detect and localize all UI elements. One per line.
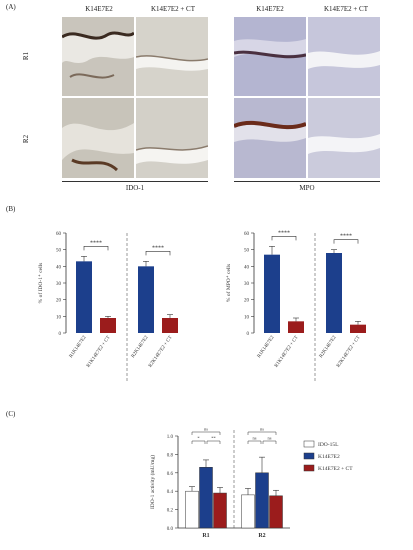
micrograph-mpo-k14e7e2-ct-r1 <box>308 17 380 96</box>
significance-bracket <box>206 440 221 444</box>
group-label-ido1: IDO-1 <box>125 184 145 192</box>
x-tick-label: R1K14E7E2 + CT <box>86 335 111 368</box>
significance-stars: **** <box>278 230 290 236</box>
significance-stars: **** <box>340 234 352 240</box>
x-tick-label: R1 <box>202 533 209 539</box>
col-label-1: K14E7E2 <box>85 5 113 13</box>
y-tick-label: 10 <box>244 315 250 320</box>
y-tick-label: 0.0 <box>167 527 174 532</box>
y-tick-label: 0.8 <box>167 453 174 458</box>
significance-stars: **** <box>152 245 164 251</box>
bar <box>255 472 269 529</box>
significance-bracket <box>333 239 359 244</box>
y-tick-label: 30 <box>56 282 62 287</box>
y-axis-label: IDO-1 activity (mU/mg) <box>149 455 156 509</box>
ido1-activity-chart: 0.0 0.2 0.4 0.6 0.8 1.0 IDO-1 activity (mU/mg)… <box>149 427 353 540</box>
group-label-mpo: MPO <box>299 184 315 192</box>
bar <box>288 321 304 333</box>
y-tick-label: 60 <box>244 232 250 237</box>
mpo-percent-chart: 0 10 20 30 40 50 60 % of MPO⁺ cells R1K14E7E2R1K… <box>225 230 366 383</box>
x-tick-label: R2 <box>258 533 265 539</box>
significance-bracket <box>247 440 262 444</box>
significance-label: * <box>197 436 200 441</box>
col-label-3: K14E7E2 <box>256 5 284 13</box>
significance-bracket <box>247 431 277 435</box>
x-tick-label: R2K14E7E2 + CT <box>148 335 173 368</box>
y-tick-label: 30 <box>244 282 250 287</box>
col-label-2: K14E7E2 + CT <box>151 5 195 13</box>
legend-swatch <box>303 440 315 448</box>
x-tick-label: R2K14E7E2 + CT <box>336 335 361 368</box>
x-tick-label: R2K14E7E2 <box>131 335 150 359</box>
bar <box>326 253 342 333</box>
legend-label: IDO-15L <box>318 442 339 448</box>
panel-a-letter: (A) <box>6 3 16 11</box>
x-tick-label: R2K14E7E2 <box>319 335 338 359</box>
y-tick-label: 1.0 <box>167 435 174 440</box>
panel-b-letter: (B) <box>6 205 16 213</box>
y-tick-label: 20 <box>244 299 250 304</box>
bar <box>269 495 283 529</box>
col-label-4: K14E7E2 + CT <box>324 5 368 13</box>
micrograph-mpo-k14e7e2-ct-r2 <box>308 98 380 178</box>
significance-stars: **** <box>90 240 102 246</box>
legend-swatch <box>303 452 315 460</box>
y-tick-label: 40 <box>56 265 62 270</box>
bar <box>199 467 213 529</box>
bar <box>76 261 92 333</box>
y-tick-label: 0 <box>247 332 250 337</box>
group-line-ido1 <box>62 181 208 182</box>
row-label-r2: R2 <box>22 134 31 144</box>
y-axis-label: % of IDO-1⁺ cells <box>37 263 44 304</box>
group-line-mpo <box>234 181 380 182</box>
y-tick-label: 0 <box>59 332 62 337</box>
micrograph-ido1-k14e7e2-ct-r1 <box>136 17 208 96</box>
y-tick-label: 10 <box>56 315 62 320</box>
y-tick-label: 20 <box>56 299 62 304</box>
y-tick-label: 0.2 <box>167 509 174 514</box>
micrograph-ido1-k14e7e2-ct-r2 <box>136 98 208 178</box>
bar <box>100 318 116 333</box>
significance-bracket <box>191 440 206 444</box>
significance-label: ns <box>252 436 256 441</box>
bar <box>138 266 154 333</box>
x-tick-label: R1K14E7E2 <box>69 335 88 359</box>
bar <box>350 324 366 333</box>
bar <box>264 254 280 333</box>
legend-label: K14E7E2 + CT <box>318 466 353 472</box>
significance-bracket <box>271 236 297 241</box>
panel-c-letter: (C) <box>6 410 16 418</box>
significance-label: ns <box>260 427 264 432</box>
legend-label: K14E7E2 <box>318 454 340 460</box>
y-tick-label: 0.4 <box>167 490 174 495</box>
x-tick-label: R1K14E7E2 <box>257 335 276 359</box>
y-tick-label: 0.6 <box>167 472 174 477</box>
micrograph-mpo-k14e7e2-r2 <box>234 98 306 178</box>
y-tick-label: 60 <box>56 232 62 237</box>
significance-bracket <box>83 246 109 251</box>
significance-bracket <box>145 251 171 256</box>
bar <box>213 492 227 529</box>
significance-bracket <box>262 440 277 444</box>
bar <box>162 318 178 333</box>
significance-bracket <box>191 431 221 435</box>
micrograph-mpo-k14e7e2-r1 <box>234 17 306 96</box>
y-axis-label: % of MPO⁺ cells <box>225 264 232 302</box>
y-tick-label: 40 <box>244 265 250 270</box>
bar <box>241 494 255 529</box>
bar <box>185 490 199 529</box>
significance-label: ns <box>267 436 271 441</box>
x-tick-label: R1K14E7E2 + CT <box>274 335 299 368</box>
legend-swatch <box>303 464 315 472</box>
y-tick-label: 50 <box>56 249 62 254</box>
significance-label: ns <box>204 427 208 432</box>
micrograph-ido1-k14e7e2-r1 <box>62 17 134 96</box>
micrograph-ido1-k14e7e2-r2 <box>62 98 134 178</box>
y-tick-label: 50 <box>244 249 250 254</box>
row-label-r1: R1 <box>22 51 31 61</box>
significance-label: ** <box>211 436 216 441</box>
